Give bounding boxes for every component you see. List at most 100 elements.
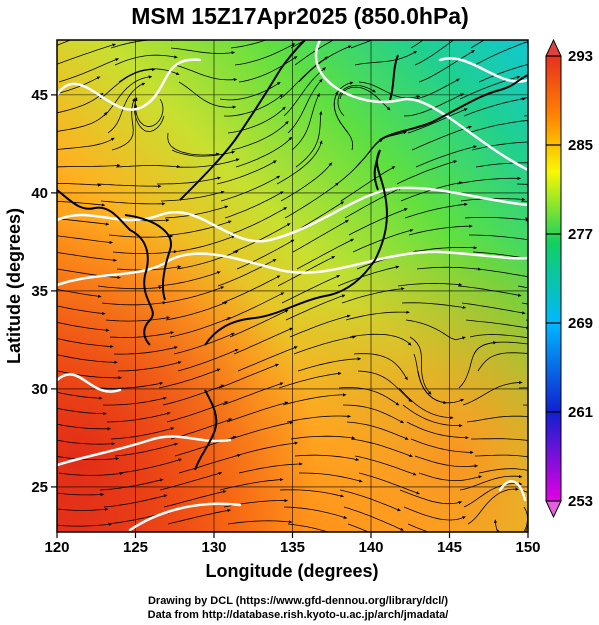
streamline: [277, 256, 336, 287]
streamline: [398, 387, 454, 420]
streamline: [102, 396, 167, 406]
streamline: [477, 352, 528, 372]
streamline: [349, 333, 412, 346]
streamline: [98, 381, 164, 389]
streamline: [234, 43, 296, 66]
streamline: [278, 371, 342, 389]
streamline: [354, 50, 418, 66]
y-tick-label: 30: [31, 381, 48, 398]
coast-sakhalin: [373, 54, 399, 191]
streamline: [298, 45, 352, 83]
streamline: [475, 162, 528, 168]
streamline: [114, 442, 179, 457]
streamline: [287, 523, 330, 532]
streamline: [343, 506, 405, 531]
streamline: [57, 43, 117, 65]
streamline: [57, 111, 108, 132]
streamline: [235, 136, 293, 168]
streamline: [224, 191, 284, 219]
isotherm-tropical: [57, 435, 242, 532]
streamline: [415, 145, 478, 168]
streamline: [57, 183, 102, 187]
coast-hokkaido: [379, 74, 528, 141]
streamline: [218, 363, 279, 389]
streamline: [216, 160, 277, 185]
streamline: [58, 58, 120, 83]
streamline: [57, 268, 121, 280]
y-tick-label: 25: [31, 479, 48, 496]
streamline: [178, 453, 241, 474]
streamline: [57, 354, 118, 364]
coast-russia: [179, 40, 306, 201]
x-axis-label: Longitude (degrees): [205, 561, 378, 581]
streamline: [118, 68, 180, 83]
streamline: [407, 108, 468, 134]
streamline: [57, 370, 123, 380]
streamline: [219, 478, 284, 491]
streamline: [358, 472, 420, 495]
streamline: [221, 275, 281, 304]
streamline: [293, 335, 357, 355]
streamline: [167, 508, 232, 525]
streamline: [158, 368, 221, 389]
streamline: [238, 56, 298, 83]
streamline: [57, 218, 110, 226]
streamline: [410, 438, 474, 454]
streamline: [281, 275, 341, 304]
streamline: [280, 162, 333, 202]
streamline: [106, 411, 171, 423]
streamline: [161, 286, 225, 304]
streamline: [57, 492, 105, 497]
streamline: [96, 183, 162, 188]
streamline: [105, 316, 171, 322]
streamline: [172, 235, 236, 253]
y-tick-label: 45: [31, 87, 48, 104]
streamline: [113, 346, 178, 355]
streamline: [467, 118, 528, 134]
streamline: [159, 471, 223, 491]
streamline: [99, 478, 164, 491]
streamline: [134, 98, 164, 128]
streamline: [57, 305, 106, 316]
streamline: [337, 84, 377, 117]
streamline: [57, 439, 116, 446]
credit-drawing: Drawing by DCL (https://www.gfd-dennou.o…: [148, 595, 448, 607]
streamline: [469, 334, 528, 339]
streamline: [237, 346, 298, 372]
streamline: [117, 361, 182, 372]
streamline: [396, 160, 458, 185]
streamline: [357, 370, 413, 403]
streamline: [410, 40, 424, 49]
streamline: [227, 106, 286, 134]
colorbar-tick-label: 285: [568, 137, 593, 154]
streamline: [220, 175, 281, 202]
streamline: [157, 176, 222, 185]
streamline: [232, 223, 291, 253]
colorbar-tick-label: 253: [568, 493, 593, 510]
isotherms: [57, 40, 528, 532]
streamline: [283, 506, 348, 519]
streamline: [397, 282, 463, 287]
streamline: [467, 487, 519, 525]
streamline: [160, 190, 225, 202]
streamline: [115, 165, 181, 169]
streamline: [342, 404, 405, 424]
coast-kyushu-honshu: [204, 149, 388, 346]
streamline: [166, 401, 229, 423]
graticule: [57, 40, 528, 532]
streamline: [170, 47, 236, 55]
streamline: [408, 224, 473, 236]
streamline: [347, 523, 370, 532]
streamline: [231, 120, 289, 151]
streamline: [465, 319, 528, 330]
y-axis-label: Latitude (degrees): [4, 208, 24, 364]
streamline: [493, 519, 528, 532]
streamline: [57, 235, 114, 244]
streamline: [282, 393, 347, 406]
streamline: [471, 141, 528, 151]
streamline: [411, 125, 473, 151]
colorbar-tick-label: 269: [568, 315, 593, 332]
streamline: [279, 489, 345, 498]
coast-taiwan: [194, 389, 218, 471]
streamline: [57, 92, 104, 114]
